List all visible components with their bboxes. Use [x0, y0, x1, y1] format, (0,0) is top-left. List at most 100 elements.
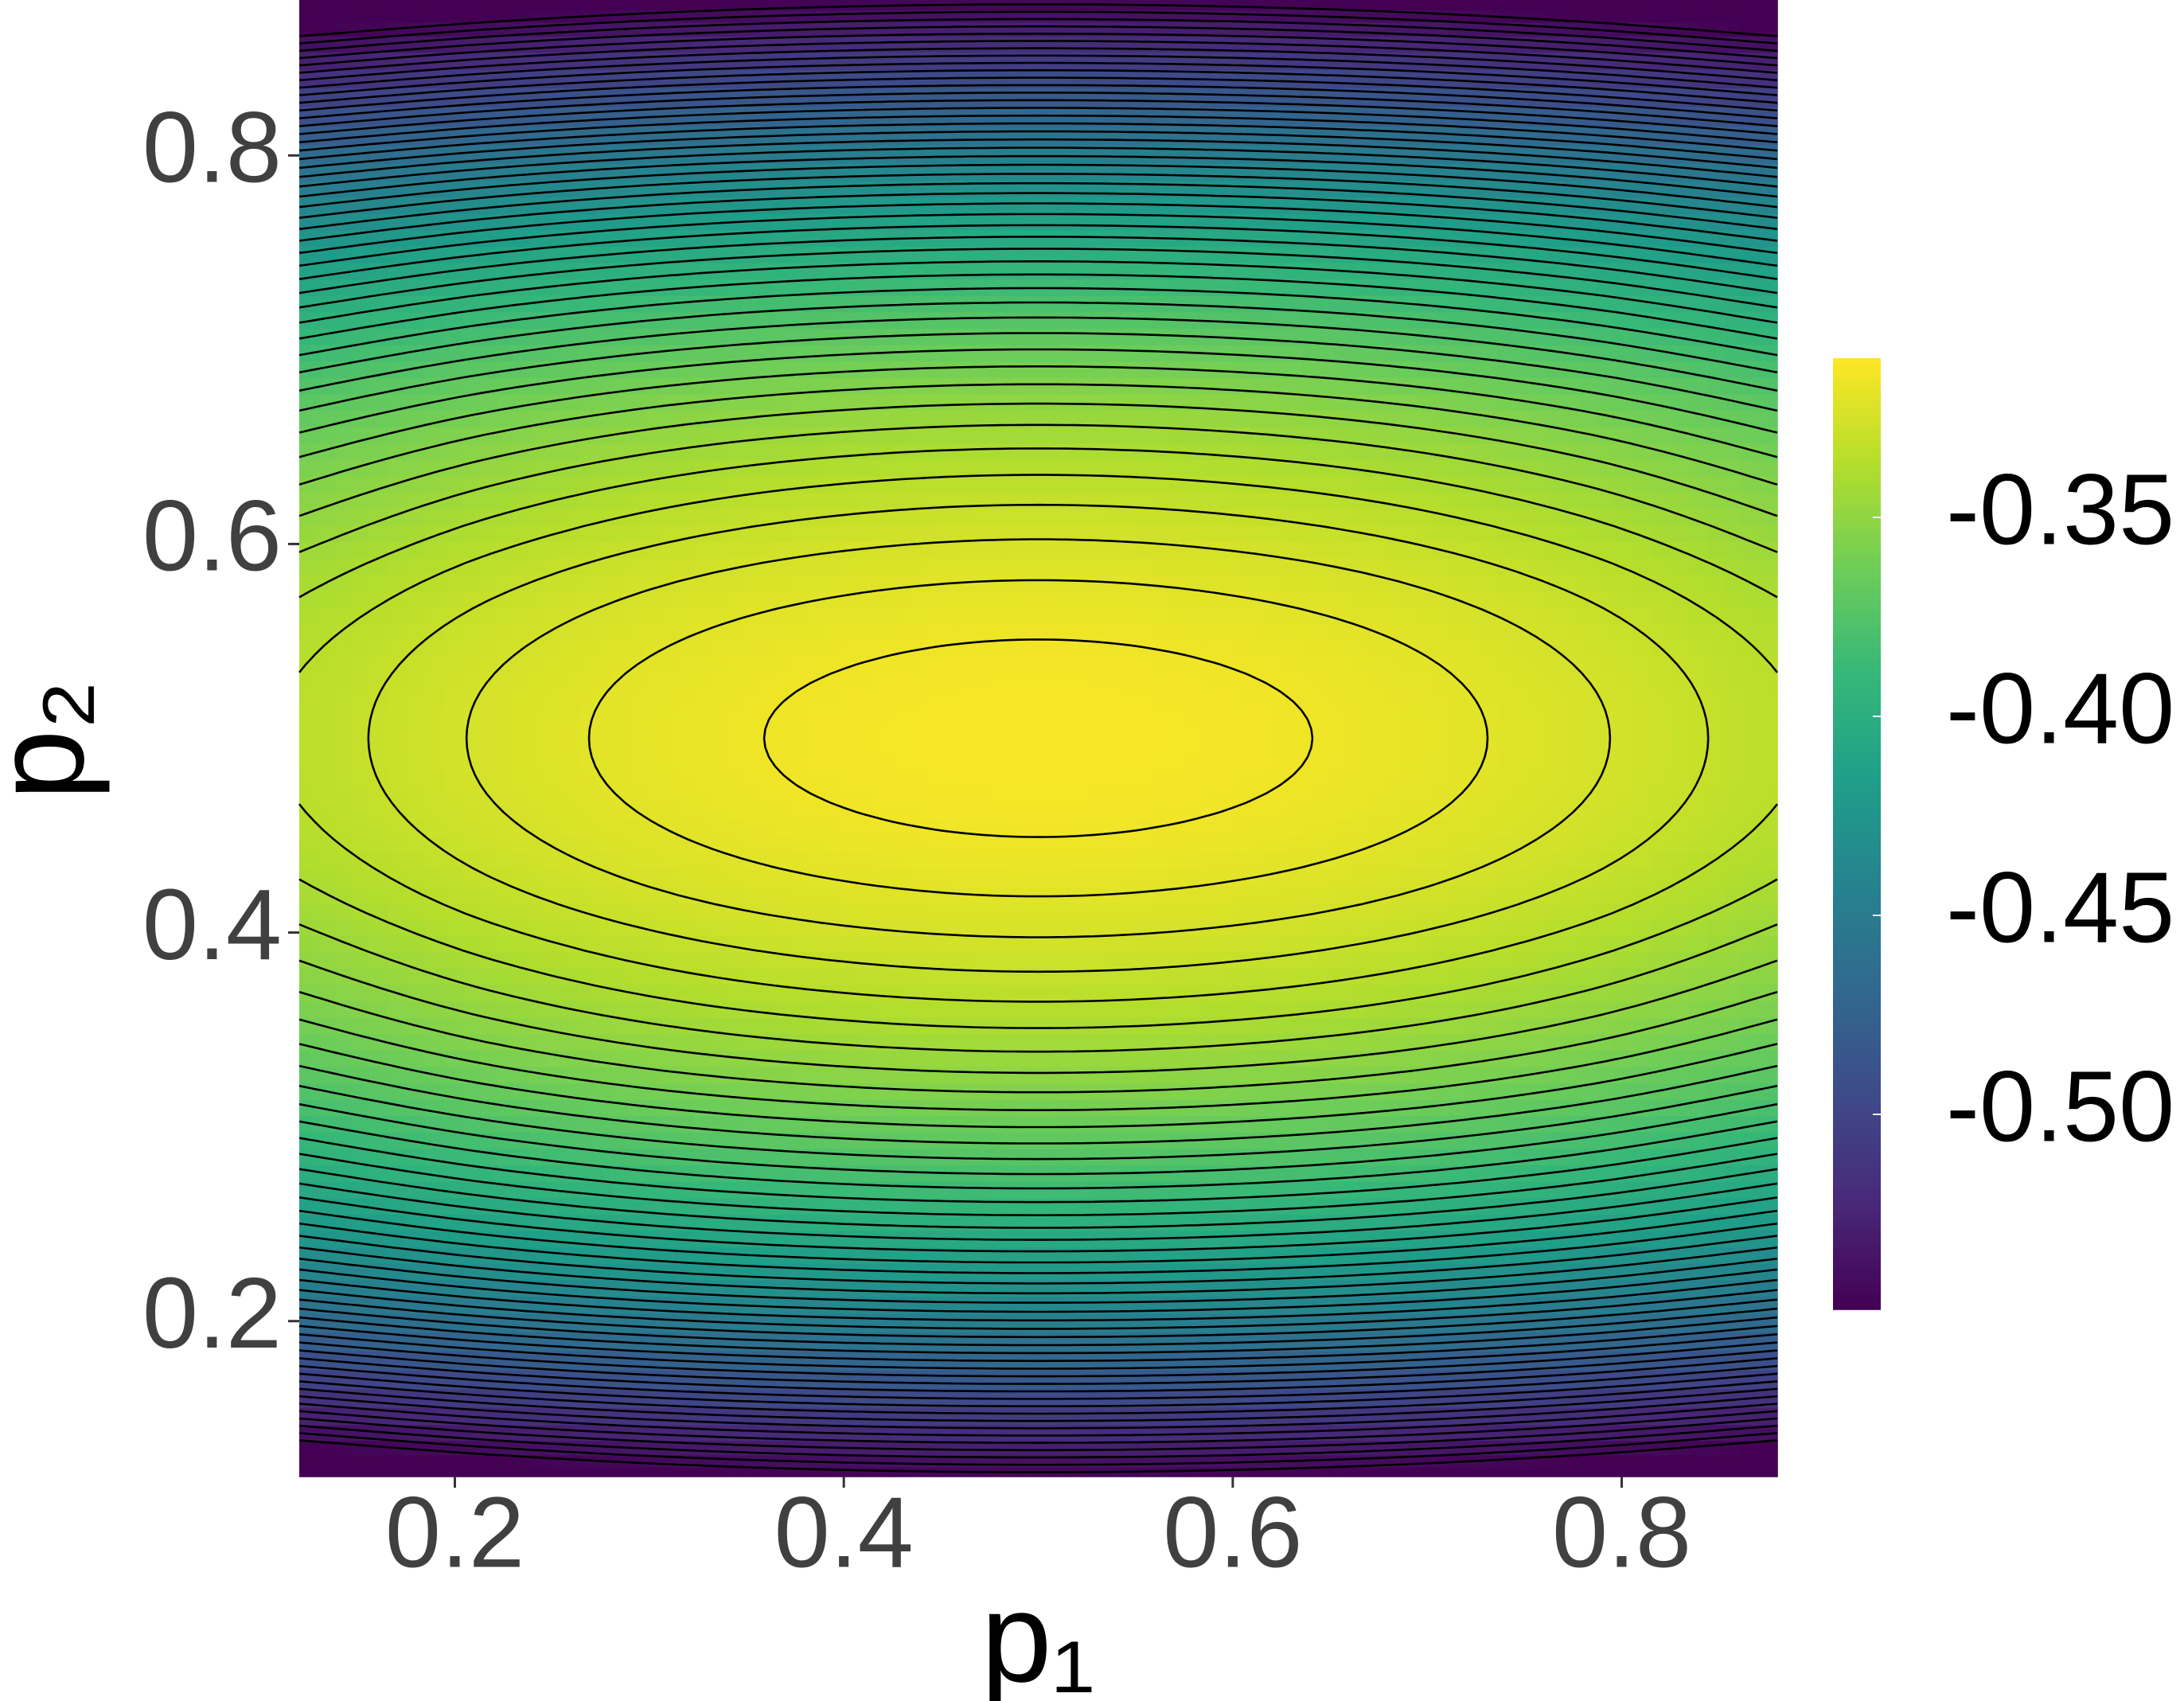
- heat-cell: [825, 1279, 842, 1297]
- heat-cell: [1055, 1016, 1072, 1035]
- heat-cell: [759, 1132, 777, 1149]
- heat-cell: [1755, 968, 1769, 985]
- heat-cell: [1632, 1230, 1652, 1248]
- heat-cell: [595, 1197, 612, 1215]
- heat-cell: [1651, 869, 1671, 887]
- heat-cell: [1350, 639, 1367, 657]
- heat-cell: [693, 1246, 711, 1264]
- heat-cell: [496, 689, 514, 707]
- heat-cell: [1120, 1313, 1138, 1333]
- heat-cell: [611, 1263, 629, 1281]
- heat-cell: [1580, 574, 1597, 591]
- heat-cell: [1547, 689, 1565, 707]
- heat-cell: [1251, 852, 1269, 871]
- heat-cell: [1449, 1050, 1466, 1067]
- heat-cell: [562, 919, 579, 936]
- heat-cell: [387, 689, 407, 707]
- heat-cell: [1301, 820, 1319, 837]
- heat-cell: [545, 673, 563, 690]
- heat-cell: [1432, 689, 1450, 707]
- heat-cell: [1498, 755, 1515, 772]
- heat-cell: [1481, 1132, 1500, 1149]
- heat-cell: [1383, 1016, 1401, 1035]
- heat-cell: [1333, 1230, 1351, 1248]
- heat-cell: [709, 803, 727, 821]
- heat-cell: [956, 869, 973, 887]
- heat-cell: [1038, 1370, 1055, 1390]
- heat-cell: [840, 1246, 859, 1264]
- heat-cell: [1707, 1440, 1726, 1456]
- heat-cell: [479, 1454, 497, 1468]
- heat-cell: [923, 1440, 941, 1456]
- heat-cell: [840, 1296, 859, 1314]
- heat-cell: [369, 1098, 388, 1117]
- heat-cell: [351, 721, 370, 739]
- heat-cell: [443, 623, 463, 641]
- heat-cell: [513, 837, 530, 854]
- heat-cell: [387, 1406, 407, 1426]
- heat-cell: [726, 639, 743, 657]
- heat-cell: [1481, 673, 1500, 690]
- heat-cell: [923, 934, 941, 953]
- heat-cell: [1632, 1165, 1652, 1182]
- heat-cell: [1137, 1001, 1154, 1018]
- heat-cell: [923, 869, 941, 887]
- heat-cell: [1301, 771, 1319, 789]
- heat-cell: [1563, 1165, 1581, 1182]
- heat-cell: [1251, 1066, 1269, 1084]
- heat-cell: [890, 557, 908, 575]
- heat-cell: [939, 869, 957, 887]
- heat-cell: [578, 803, 596, 821]
- heat-cell: [1251, 689, 1269, 707]
- heat-cell: [387, 919, 407, 936]
- heat-cell: [1563, 1066, 1581, 1084]
- heat-cell: [956, 787, 973, 805]
- heat-cell: [1367, 919, 1384, 936]
- heat-cell: [1481, 1296, 1500, 1314]
- heat-cell: [743, 639, 760, 657]
- heat-cell: [874, 1230, 891, 1248]
- heat-cell: [1416, 1370, 1433, 1390]
- heat-cell: [595, 1016, 612, 1035]
- heat-cell: [1707, 591, 1726, 608]
- heat-cell: [644, 689, 661, 707]
- heat-cell: [1186, 1296, 1203, 1314]
- heat-cell: [1202, 1098, 1220, 1117]
- heat-cell: [989, 1263, 1007, 1281]
- heat-cell: [562, 1050, 579, 1067]
- heat-cell: [939, 705, 957, 723]
- heat-cell: [660, 803, 678, 821]
- heat-cell: [479, 1279, 497, 1297]
- heat-cell: [1383, 689, 1401, 707]
- heat-cell: [956, 689, 973, 707]
- heat-cell: [496, 721, 514, 739]
- heat-cell: [1104, 607, 1121, 625]
- heat-cell: [1152, 1001, 1171, 1018]
- heat-cell: [299, 1454, 310, 1468]
- heat-cell: [1449, 1066, 1466, 1084]
- heat-cell: [1186, 1016, 1203, 1035]
- heat-cell: [857, 721, 875, 739]
- heat-cell: [1251, 771, 1269, 789]
- heat-cell: [1055, 934, 1072, 953]
- heat-cell: [1038, 738, 1055, 755]
- heat-cell: [1651, 673, 1671, 690]
- heat-cell: [792, 1165, 809, 1182]
- heat-cell: [369, 852, 388, 871]
- heat-cell: [1707, 1033, 1726, 1051]
- heat-cell: [890, 705, 908, 723]
- heat-cell: [496, 705, 514, 723]
- heat-cell: [660, 1440, 678, 1456]
- heat-cell: [775, 837, 793, 854]
- heat-cell: [1235, 968, 1253, 985]
- heat-cell: [972, 1066, 990, 1084]
- heat-cell: [1285, 1214, 1302, 1231]
- heat-cell: [562, 1033, 579, 1051]
- heat-cell: [1235, 1016, 1253, 1035]
- heat-cell: [299, 1165, 310, 1182]
- heat-cell: [1005, 623, 1023, 641]
- heat-cell: [840, 1132, 859, 1149]
- heat-cell: [1333, 1098, 1351, 1117]
- heat-cell: [989, 574, 1007, 591]
- heat-cell: [479, 557, 497, 575]
